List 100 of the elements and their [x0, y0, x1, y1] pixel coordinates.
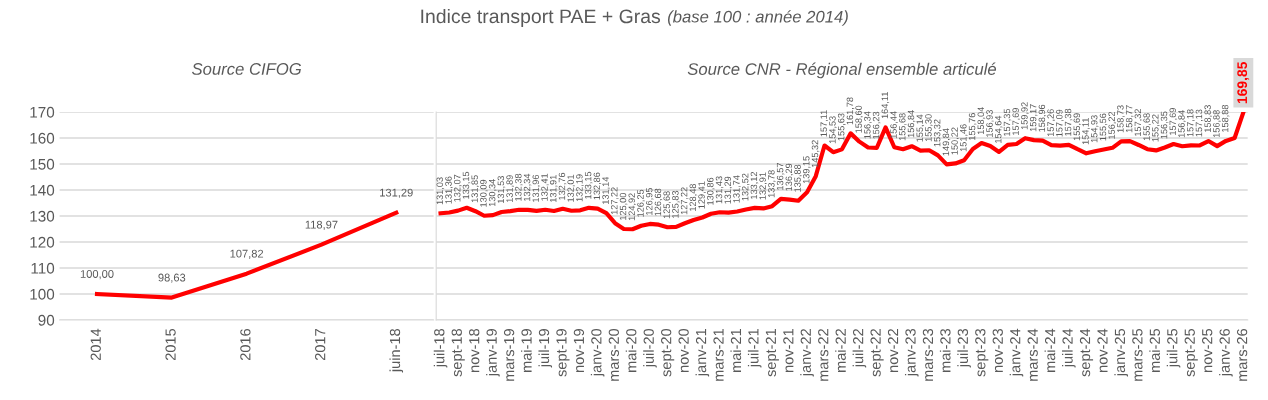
data-label: 157,35: [1003, 108, 1012, 136]
x-tick-label: sept-23: [975, 328, 989, 377]
x-tick-label: janv-25: [1114, 328, 1128, 377]
x-tick-label: mai-21: [730, 329, 742, 372]
data-label: 128,48: [689, 183, 698, 211]
data-label: 156,84: [1178, 110, 1186, 138]
x-tick-label: nov-24: [1097, 328, 1108, 372]
data-label: 133,15: [462, 171, 471, 199]
data-label: 156,93: [986, 110, 994, 137]
x-tick-label: janv-21: [695, 329, 710, 377]
data-label: 157,69: [1169, 108, 1178, 135]
x-tick-label: juil-19: [538, 329, 553, 368]
x-tick-label: juin-18: [389, 328, 404, 373]
x-tick-label: mars-23: [922, 328, 934, 381]
data-label: 131,89: [506, 175, 514, 203]
data-label: 131,91: [549, 175, 558, 202]
data-label: 131,03: [436, 177, 445, 205]
x-tick-label: 2015: [165, 328, 176, 361]
data-label: 131,14: [602, 176, 610, 204]
data-label: 158,04: [977, 106, 986, 135]
data-label: 136,29: [785, 163, 794, 191]
y-tick-label: 130: [30, 210, 55, 222]
y-tick-label: 140: [30, 184, 55, 196]
data-label: 129,41: [698, 181, 706, 209]
data-label: 126,25: [637, 189, 645, 217]
data-label: 158,83: [1204, 105, 1212, 133]
y-tick-label: 100: [30, 288, 55, 300]
y-tick-label: 120: [30, 236, 55, 248]
chart-title: Source CIFOG: [191, 63, 302, 75]
data-label: 156,22: [1108, 111, 1116, 139]
data-label: 132,34: [523, 173, 532, 201]
data-label: 125,83: [672, 190, 680, 218]
x-tick-label: sept-25: [1184, 328, 1198, 377]
x-tick-label: mai-22: [835, 329, 846, 372]
x-tick-label: mars-25: [1132, 328, 1143, 381]
x-tick-label: mars-24: [1027, 328, 1038, 381]
data-label: 107,82: [230, 249, 264, 259]
text: (base 100 : année 2014): [667, 10, 848, 26]
y-tick-label: 110: [31, 262, 55, 274]
data-label: 126,95: [645, 187, 654, 215]
x-tick-label: nov-25: [1202, 328, 1213, 372]
data-label: 155,22: [1152, 114, 1160, 142]
data-label: 155,69: [1073, 113, 1082, 141]
data-label: 154,53: [829, 116, 837, 144]
data-label: 157,09: [1056, 109, 1064, 137]
x-tick-label: mars-20: [608, 328, 619, 381]
data-label: 150,22: [951, 127, 959, 155]
data-label: 156,35: [1160, 111, 1169, 139]
x-tick-label: mars-26: [1236, 328, 1248, 381]
chart-title: Source CNR - Régional ensemble articulé: [687, 62, 997, 79]
data-label: 158,77: [1125, 105, 1134, 133]
x-tick-label: sept-24: [1079, 328, 1094, 377]
data-label: 132,07: [453, 174, 462, 202]
data-label: 154,64: [994, 115, 1003, 143]
data-label: 133,15: [584, 171, 593, 199]
x-tick-label: sept-21: [765, 329, 779, 377]
x-tick-label: janv-22: [800, 329, 814, 377]
data-label: 154,93: [1090, 115, 1099, 143]
data-label: 158,60: [855, 105, 863, 133]
x-tick-label: janv-23: [904, 328, 919, 377]
x-tick-label: juil-21: [747, 329, 762, 368]
x-tick-label: sept-20: [661, 328, 675, 377]
data-label: 161,78: [846, 97, 855, 125]
x-tick-label: nov-21: [783, 329, 794, 372]
data-label: 132,01: [567, 174, 575, 202]
x-tick-label: juil-18: [433, 328, 448, 368]
data-label: 157,38: [1064, 108, 1073, 136]
x-tick-label: mai-20: [625, 328, 637, 372]
x-tick-label: mars-19: [503, 329, 515, 381]
data-label: 131,96: [532, 174, 541, 202]
data-label: 125,00: [619, 192, 628, 220]
data-label: 133,12: [750, 171, 759, 199]
data-label: 157,32: [1134, 109, 1143, 136]
data-label: 155,30: [925, 114, 933, 142]
data-label: 157,13: [1195, 109, 1204, 137]
data-label: 155,63: [837, 113, 846, 141]
x-tick-label: juil-23: [957, 328, 971, 368]
data-label: 131,36: [445, 176, 453, 204]
data-label: 155,56: [1099, 113, 1108, 141]
x-tick-label: mars-22: [818, 329, 829, 381]
data-label: 156,23: [872, 111, 881, 139]
y-tick-label: 160: [30, 132, 55, 144]
data-label: 130,34: [488, 179, 497, 207]
data-label: 158,73: [1117, 105, 1125, 133]
x-tick-label: sept-18: [451, 328, 465, 377]
data-label: 154,11: [1082, 118, 1090, 145]
data-label: 126,68: [654, 188, 663, 216]
x-tick-label: juil-24: [1062, 328, 1076, 368]
data-label: 153,32: [933, 119, 942, 147]
data-label: 131,85: [471, 175, 479, 203]
data-label: 100,00: [80, 270, 114, 280]
data-label: 132,38: [515, 173, 523, 201]
x-tick-label: mars-21: [713, 329, 724, 381]
data-label: 131,53: [497, 176, 506, 203]
data-label: 164,11: [881, 92, 890, 119]
data-label: 156,88: [1213, 110, 1221, 138]
data-label: 131,29: [380, 188, 413, 198]
data-label: 149,84: [942, 128, 951, 156]
x-tick-label: juil-22: [852, 329, 867, 368]
x-tick-label: mai-25: [1149, 328, 1160, 372]
